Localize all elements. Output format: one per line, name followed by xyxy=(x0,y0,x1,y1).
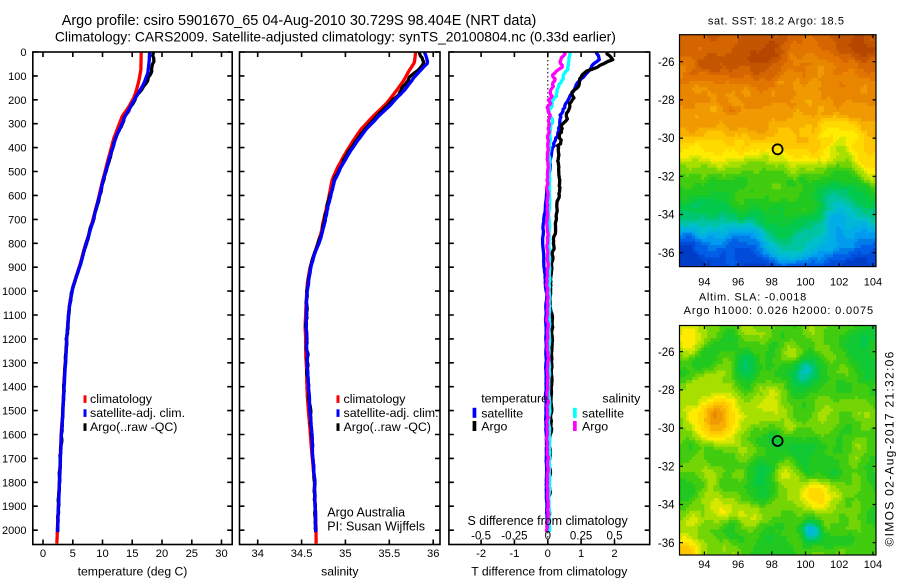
svg-text:0.5: 0.5 xyxy=(607,530,623,542)
svg-text:-0.5: -0.5 xyxy=(471,530,491,542)
svg-text:-28: -28 xyxy=(658,385,675,397)
svg-text:0: 0 xyxy=(40,548,46,560)
svg-text:Argo h1000: 0.026 h2000: 0.007: Argo h1000: 0.026 h2000: 0.0075 xyxy=(684,305,874,317)
svg-text:-36: -36 xyxy=(658,248,675,260)
svg-text:satellite-adj. clim.: satellite-adj. clim. xyxy=(90,406,185,420)
svg-text:0: 0 xyxy=(20,47,26,59)
svg-text:400: 400 xyxy=(8,143,26,155)
svg-text:salinity: salinity xyxy=(321,565,359,579)
svg-text:5: 5 xyxy=(70,548,76,560)
svg-text:36: 36 xyxy=(427,548,439,560)
svg-text:2: 2 xyxy=(611,548,617,560)
svg-text:0.25: 0.25 xyxy=(570,530,592,542)
svg-text:20: 20 xyxy=(156,548,168,560)
svg-text:1400: 1400 xyxy=(2,382,26,394)
svg-text:1300: 1300 xyxy=(2,358,26,370)
svg-text:temperature (deg C): temperature (deg C) xyxy=(78,565,188,579)
svg-text:-1: -1 xyxy=(509,548,519,560)
svg-text:25: 25 xyxy=(186,548,198,560)
svg-text:102: 102 xyxy=(830,276,848,288)
svg-text:PI: Susan Wijffels: PI: Susan Wijffels xyxy=(327,519,425,533)
svg-text:-26: -26 xyxy=(658,57,675,69)
svg-text:1700: 1700 xyxy=(2,453,26,465)
svg-text:10: 10 xyxy=(96,548,108,560)
svg-text:98: 98 xyxy=(766,276,778,288)
svg-text:climatology: climatology xyxy=(344,392,407,406)
svg-text:1: 1 xyxy=(578,548,584,560)
svg-text:climatology: climatology xyxy=(90,392,153,406)
svg-text:34: 34 xyxy=(251,548,263,560)
svg-text:94: 94 xyxy=(698,559,710,571)
svg-text:600: 600 xyxy=(8,190,26,202)
svg-text:Argo: Argo xyxy=(582,420,608,434)
svg-text:S difference from climatology: S difference from climatology xyxy=(468,514,629,528)
svg-text:-2: -2 xyxy=(476,548,486,560)
svg-text:30: 30 xyxy=(215,548,227,560)
svg-text:Altim. SLA: -0.0018: Altim. SLA: -0.0018 xyxy=(699,291,807,303)
svg-text:34.5: 34.5 xyxy=(291,548,313,560)
svg-text:-30: -30 xyxy=(658,133,675,145)
svg-text:Argo: Argo xyxy=(481,420,507,434)
svg-text:800: 800 xyxy=(8,238,26,250)
svg-text:Argo profile: csiro 5901670_65: Argo profile: csiro 5901670_65 04-Aug-20… xyxy=(62,13,537,29)
svg-text:900: 900 xyxy=(8,262,26,274)
svg-text:100: 100 xyxy=(796,276,814,288)
svg-text:satellite: satellite xyxy=(582,406,624,420)
svg-text:-36: -36 xyxy=(658,538,675,550)
svg-text:100: 100 xyxy=(796,559,814,571)
svg-text:200: 200 xyxy=(8,95,26,107)
svg-text:500: 500 xyxy=(8,167,26,179)
svg-text:15: 15 xyxy=(126,548,138,560)
svg-text:T difference from climatology: T difference from climatology xyxy=(471,565,628,579)
svg-text:102: 102 xyxy=(830,559,848,571)
svg-text:Argo(..raw -QC): Argo(..raw -QC) xyxy=(344,420,431,434)
svg-text:96: 96 xyxy=(732,559,744,571)
svg-text:1900: 1900 xyxy=(2,501,26,513)
svg-text:1500: 1500 xyxy=(2,406,26,418)
svg-text:Climatology: CARS2009. Satelli: Climatology: CARS2009. Satellite-adjuste… xyxy=(55,29,616,45)
svg-text:Argo Australia: Argo Australia xyxy=(327,506,405,520)
svg-text:1600: 1600 xyxy=(2,430,26,442)
svg-text:Argo(..raw -QC): Argo(..raw -QC) xyxy=(90,420,177,434)
svg-text:1000: 1000 xyxy=(2,286,26,298)
svg-text:-28: -28 xyxy=(658,95,675,107)
svg-text:96: 96 xyxy=(732,276,744,288)
svg-text:104: 104 xyxy=(864,559,882,571)
svg-text:300: 300 xyxy=(8,119,26,131)
svg-text:100: 100 xyxy=(8,71,26,83)
svg-text:0: 0 xyxy=(545,548,551,560)
svg-text:2000: 2000 xyxy=(2,525,26,537)
svg-text:-34: -34 xyxy=(658,210,675,222)
svg-text:700: 700 xyxy=(8,214,26,226)
svg-text:0: 0 xyxy=(545,530,551,542)
svg-text:-32: -32 xyxy=(658,171,675,183)
svg-text:satellite: satellite xyxy=(481,406,523,420)
svg-text:sat. SST: 18.2 Argo: 18.5: sat. SST: 18.2 Argo: 18.5 xyxy=(708,15,845,27)
svg-text:94: 94 xyxy=(698,276,710,288)
svg-text:1200: 1200 xyxy=(2,334,26,346)
svg-text:104: 104 xyxy=(864,276,882,288)
svg-text:35: 35 xyxy=(339,548,351,560)
svg-text:1800: 1800 xyxy=(2,477,26,489)
svg-text:-32: -32 xyxy=(658,461,675,473)
svg-text:-26: -26 xyxy=(658,347,675,359)
svg-text:salinity: salinity xyxy=(602,392,641,406)
svg-text:©IMOS 02-Aug-2017 21:32:06: ©IMOS 02-Aug-2017 21:32:06 xyxy=(883,350,897,546)
svg-text:-30: -30 xyxy=(658,423,675,435)
svg-text:satellite-adj. clim.: satellite-adj. clim. xyxy=(344,406,439,420)
svg-text:-0.25: -0.25 xyxy=(501,530,527,542)
svg-text:1100: 1100 xyxy=(3,310,27,322)
svg-text:temperature: temperature xyxy=(481,392,548,406)
svg-text:35.5: 35.5 xyxy=(378,548,400,560)
svg-text:-34: -34 xyxy=(658,500,675,512)
svg-text:98: 98 xyxy=(766,559,778,571)
